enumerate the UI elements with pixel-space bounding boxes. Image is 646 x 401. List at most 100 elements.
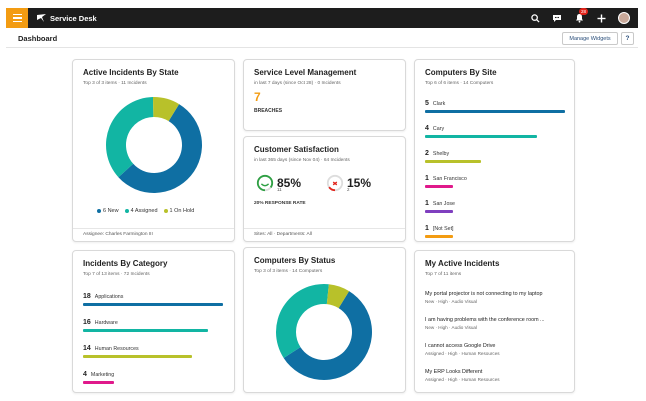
incident-item[interactable]: I cannot access Google Drive Assigned · H… bbox=[425, 343, 575, 356]
bar-fill bbox=[425, 210, 453, 213]
plus-icon[interactable] bbox=[596, 13, 606, 23]
incident-title: I cannot access Google Drive bbox=[425, 343, 496, 349]
legend-label: 1 On Hold bbox=[169, 208, 195, 214]
widget-subtitle: Top 6 of 6 items · 14 Computers bbox=[425, 81, 494, 86]
negative-gauge-face bbox=[332, 181, 338, 186]
site-row[interactable]: 1 [Not Set] bbox=[425, 225, 454, 238]
category-row[interactable]: 16 Hardware bbox=[83, 319, 208, 332]
bar-fill bbox=[83, 355, 193, 358]
incident-item[interactable]: I am having problems with the conference… bbox=[425, 317, 575, 330]
bar-count: 2 bbox=[425, 150, 429, 157]
site-row[interactable]: 4 Cary bbox=[425, 125, 537, 138]
site-row[interactable]: 1 San Francisco bbox=[425, 175, 467, 188]
bar-count: 1 bbox=[425, 175, 429, 182]
incident-state-slice[interactable] bbox=[118, 104, 202, 193]
legend-item-on-hold[interactable]: 1 On Hold bbox=[163, 208, 195, 214]
incidents-by-category-widget: Incidents By Category Top 7 of 13 items … bbox=[72, 250, 235, 393]
bar-count: 4 bbox=[425, 125, 429, 132]
incident-meta: New · High · Audio Visual bbox=[425, 325, 478, 330]
notification-badge: 28 bbox=[579, 8, 589, 15]
legend-label: 6 New bbox=[103, 208, 119, 214]
bell-icon[interactable]: 28 bbox=[574, 8, 589, 23]
category-row[interactable]: 4 Marketing bbox=[83, 371, 114, 384]
bar-count: 16 bbox=[83, 319, 91, 326]
widget-footer: Assignee: Charles Farmington III bbox=[73, 228, 234, 241]
widget-title: Computers By Site bbox=[425, 68, 497, 77]
bar-label-group: 16 Hardware bbox=[83, 319, 208, 326]
category-row[interactable]: 14 Human Resources bbox=[83, 345, 193, 358]
incident-item[interactable]: My ERP Looks Different Assigned · High · … bbox=[425, 369, 575, 382]
incident-meta: Assigned · High · Human Resources bbox=[425, 351, 500, 356]
menu-line bbox=[12, 17, 22, 19]
chart-legend: 6 New 4 Assigned 1 On Hold bbox=[97, 208, 194, 214]
positive-count: 11 bbox=[277, 187, 282, 192]
widget-title: Customer Satisfaction bbox=[254, 145, 339, 154]
bar-label-group: 2 Shelby bbox=[425, 150, 481, 157]
legend-swatch bbox=[124, 209, 129, 213]
bar-label: Marketing bbox=[90, 372, 115, 378]
incident-title: My portal projector is not connecting to… bbox=[425, 291, 543, 297]
help-button[interactable]: ? bbox=[621, 32, 634, 45]
site-row[interactable]: 2 Shelby bbox=[425, 150, 481, 163]
positive-gauge-arc bbox=[256, 174, 274, 192]
bar-label: Human Resources bbox=[94, 346, 139, 352]
bar-fill bbox=[425, 160, 481, 163]
legend-item-assigned[interactable]: 4 Assigned bbox=[124, 208, 158, 214]
widget-subtitle: in last 365 days (since Nov 04) · 64 Inc… bbox=[254, 158, 350, 163]
widget-title: Computers By Status bbox=[254, 256, 336, 265]
incident-state-slice[interactable] bbox=[106, 97, 154, 178]
incident-meta: New · High · Audio Visual bbox=[425, 299, 478, 304]
category-row[interactable]: 18 Applications bbox=[83, 293, 223, 306]
widget-subtitle: Top 7 of 11 items bbox=[425, 272, 462, 277]
customer-satisfaction-widget: Customer Satisfaction in last 365 days (… bbox=[243, 136, 406, 242]
menu-line bbox=[12, 13, 22, 16]
site-row[interactable]: 5 Clark bbox=[425, 100, 565, 113]
bar-label: Hardware bbox=[94, 320, 118, 326]
widget-title: My Active Incidents bbox=[425, 259, 500, 268]
negative-gauge[interactable]: 15% 2 bbox=[326, 174, 371, 192]
search-icon[interactable] bbox=[530, 13, 540, 23]
hamburger-menu-button[interactable] bbox=[6, 8, 28, 28]
bar-fill bbox=[425, 235, 453, 238]
bar-label-group: 1 San Jose bbox=[425, 200, 455, 207]
computer-status-slice[interactable] bbox=[276, 284, 329, 358]
positive-percentage: 85% bbox=[277, 176, 302, 190]
breaches-count[interactable]: 7 bbox=[254, 90, 261, 104]
computer-status-slice[interactable] bbox=[283, 291, 372, 380]
bar-label-group: 1 [Not Set] bbox=[425, 225, 454, 232]
service-level-widget: Service Level Management in last 7 days … bbox=[243, 59, 406, 131]
frown-gauge-icon bbox=[326, 174, 344, 192]
bar-label: San Francisco bbox=[432, 176, 467, 182]
active-incidents-donut-chart[interactable] bbox=[104, 95, 204, 195]
manage-widgets-button[interactable]: Manage Widgets bbox=[562, 32, 618, 45]
computers-by-status-widget: Computers By Status Top 3 of 3 items · 1… bbox=[243, 247, 406, 393]
incident-item[interactable]: My portal projector is not connecting to… bbox=[425, 291, 575, 304]
bar-count: 4 bbox=[83, 371, 87, 378]
positive-gauge[interactable]: 85% 11 bbox=[256, 174, 301, 192]
widget-title: Incidents By Category bbox=[83, 259, 168, 268]
bar-fill bbox=[425, 110, 565, 113]
bar-label-group: 1 San Francisco bbox=[425, 175, 467, 182]
avatar[interactable] bbox=[618, 12, 630, 24]
bar-count: 18 bbox=[83, 293, 91, 300]
chat-icon[interactable] bbox=[552, 13, 562, 23]
page-header: Dashboard Manage Widgets ? bbox=[6, 28, 638, 48]
bar-label-group: 18 Applications bbox=[83, 293, 223, 300]
bar-fill bbox=[83, 381, 114, 384]
computers-status-donut-chart[interactable] bbox=[274, 282, 374, 382]
topbar-actions: 28 bbox=[530, 8, 630, 28]
app-brand[interactable]: Service Desk bbox=[37, 14, 97, 23]
site-row[interactable]: 1 San Jose bbox=[425, 200, 455, 213]
bar-label-group: 5 Clark bbox=[425, 100, 565, 107]
bar-label: San Jose bbox=[432, 201, 455, 207]
bar-label: [Not Set] bbox=[432, 226, 454, 232]
incident-state-slice[interactable] bbox=[152, 97, 180, 122]
service-desk-logo-icon bbox=[37, 14, 46, 22]
negative-percentage: 15% bbox=[347, 176, 372, 190]
incident-title: I am having problems with the conference… bbox=[425, 317, 545, 323]
legend-swatch bbox=[163, 209, 168, 213]
bar-label: Cary bbox=[432, 126, 445, 132]
computer-status-slice[interactable] bbox=[326, 284, 350, 309]
widget-footer: Sites: All · Departments: All bbox=[244, 228, 405, 241]
legend-item-new[interactable]: 6 New bbox=[97, 208, 119, 214]
